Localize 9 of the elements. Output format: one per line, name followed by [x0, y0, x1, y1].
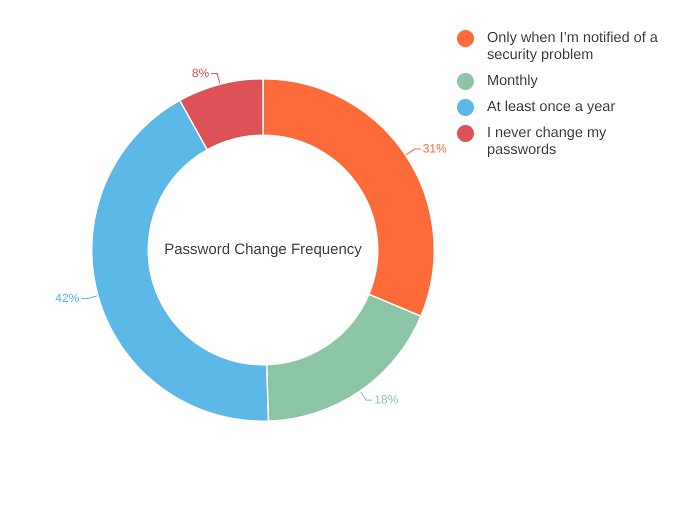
text: Password Change Frequency	[164, 241, 362, 258]
data-label: 18%	[374, 392, 399, 406]
legend-label: I never change my passwords	[487, 125, 608, 159]
legend-label: Monthly	[487, 73, 539, 90]
legend-label: At least once a year	[487, 99, 616, 116]
legend-label: Only when I’m notified of a security problem	[487, 30, 659, 64]
data-label: 8%	[192, 66, 210, 80]
data-label: 31%	[422, 141, 448, 156]
data-label: 42%	[55, 290, 80, 305]
